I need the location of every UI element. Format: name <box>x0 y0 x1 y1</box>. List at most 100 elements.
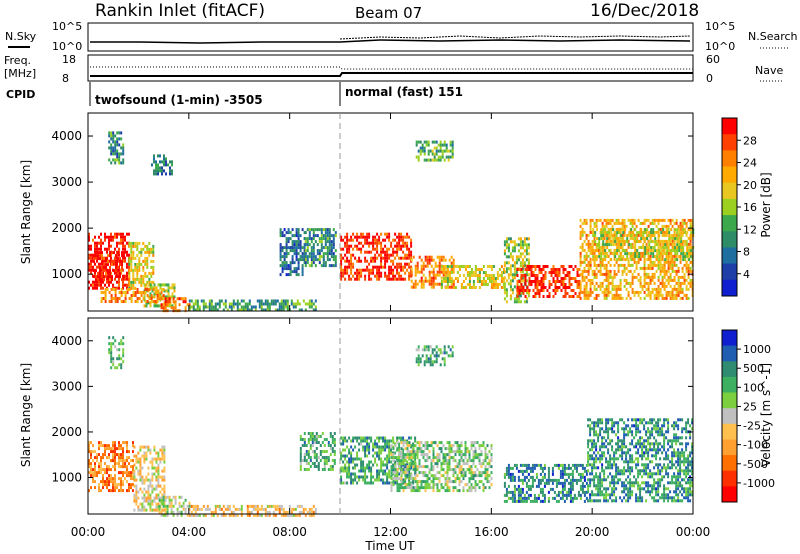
range-cell-1-3 <box>208 507 211 511</box>
range-cell-0-5 <box>122 300 125 303</box>
range-cell-0-10 <box>440 258 443 262</box>
range-cell-0-14 <box>657 293 660 297</box>
range-cell-0-15 <box>678 249 681 253</box>
range-cell-0-12 <box>507 282 510 286</box>
range-cell-0-18 <box>423 149 426 153</box>
range-cell-0-14 <box>665 296 668 300</box>
range-cell-0-14 <box>613 287 616 291</box>
range-cell-0-16 <box>122 158 125 162</box>
range-cell-1-6 <box>452 468 455 472</box>
range-cell-0-7 <box>299 234 302 238</box>
range-cell-0-12 <box>505 300 508 304</box>
range-cell-1-6 <box>412 465 415 469</box>
range-cell-0-15 <box>618 246 621 250</box>
range-cell-0-14 <box>579 245 582 249</box>
range-cell-0-14 <box>615 260 618 264</box>
range-cell-0-14 <box>621 272 624 276</box>
range-cell-1-2 <box>168 495 171 499</box>
range-cell-1-3 <box>230 513 233 517</box>
range-cell-0-15 <box>640 234 643 238</box>
range-cell-1-5 <box>350 460 353 464</box>
range-cell-0-8 <box>320 228 323 232</box>
range-cell-1-1 <box>135 484 138 488</box>
range-cell-0-8 <box>314 255 317 259</box>
range-cell-0-2 <box>148 277 151 281</box>
range-cell-1-5 <box>386 472 389 476</box>
range-cell-1-0 <box>132 441 134 445</box>
range-cell-1-1 <box>157 493 160 497</box>
range-cell-0-17 <box>171 169 173 173</box>
range-cell-0-10 <box>422 267 425 271</box>
range-cell-0-14 <box>601 236 604 240</box>
range-cell-0-14 <box>583 278 586 282</box>
range-cell-1-6 <box>404 456 407 460</box>
range-cell-1-0 <box>118 441 120 445</box>
range-cell-1-0 <box>94 474 96 478</box>
range-cell-0-15 <box>662 243 665 247</box>
range-cell-1-1 <box>161 487 164 491</box>
range-cell-0-15 <box>674 258 677 262</box>
range-cell-0-17 <box>169 169 171 173</box>
range-cell-0-14 <box>661 224 664 228</box>
range-cell-1-6 <box>404 477 407 481</box>
range-cell-1-1 <box>147 448 150 452</box>
range-cell-0-2 <box>136 244 139 248</box>
range-cell-0-9 <box>340 253 343 257</box>
range-cell-1-1 <box>145 508 148 512</box>
range-cell-1-5 <box>394 442 397 446</box>
range-cell-1-2 <box>188 504 191 508</box>
range-cell-0-14 <box>587 263 590 267</box>
range-cell-0-11 <box>440 280 443 283</box>
range-cell-0-7 <box>283 267 286 271</box>
range-cell-0-7 <box>301 228 304 232</box>
range-cell-0-15 <box>668 243 671 247</box>
range-cell-0-8 <box>314 240 317 244</box>
range-cell-1-6 <box>430 444 433 448</box>
range-cell-0-14 <box>593 263 596 267</box>
range-cell-1-4 <box>305 450 308 453</box>
range-cell-0-7 <box>285 267 288 271</box>
range-cell-1-0 <box>120 477 122 481</box>
range-cell-0-9 <box>366 241 369 245</box>
range-cell-1-2 <box>170 501 173 505</box>
range-cell-0-15 <box>674 252 677 256</box>
range-cell-1-6 <box>402 468 405 472</box>
range-cell-1-6 <box>420 453 423 457</box>
range-cell-1-5 <box>356 475 359 479</box>
range-cell-0-0 <box>104 283 106 287</box>
range-cell-1-3 <box>240 513 243 517</box>
range-cell-0-9 <box>408 265 411 269</box>
range-cell-0-14 <box>637 257 640 261</box>
range-cell-0-2 <box>128 280 131 284</box>
range-cell-0-0 <box>88 238 90 242</box>
range-cell-1-6 <box>436 483 439 487</box>
range-cell-0-0 <box>126 241 128 245</box>
range-cell-1-4 <box>301 438 304 441</box>
range-cell-1-6 <box>454 477 457 481</box>
range-cell-0-12 <box>509 285 512 289</box>
range-cell-1-0 <box>114 486 116 490</box>
range-cell-0-1 <box>109 275 111 279</box>
range-cell-1-3 <box>220 507 223 511</box>
range-cell-1-5 <box>392 445 395 449</box>
range-cell-1-1 <box>147 466 150 470</box>
range-cell-0-11 <box>492 265 495 268</box>
range-cell-0-3 <box>171 304 174 308</box>
range-cell-1-1 <box>149 505 152 509</box>
range-cell-0-14 <box>613 284 616 288</box>
range-cell-1-3 <box>282 513 285 517</box>
range-cell-0-14 <box>587 293 590 297</box>
range-cell-1-5 <box>352 460 355 464</box>
range-cell-0-7 <box>279 264 282 268</box>
range-cell-1-0 <box>112 489 114 493</box>
range-cell-0-13 <box>520 286 523 289</box>
range-cell-0-14 <box>591 251 594 255</box>
range-cell-0-14 <box>603 266 606 270</box>
range-cell-0-7 <box>283 246 286 250</box>
range-cell-0-10 <box>436 273 439 277</box>
range-cell-1-6 <box>416 480 419 484</box>
range-cell-0-9 <box>406 256 409 260</box>
range-cell-0-11 <box>458 265 461 268</box>
range-cell-0-14 <box>687 287 690 291</box>
range-cell-1-5 <box>340 481 343 485</box>
